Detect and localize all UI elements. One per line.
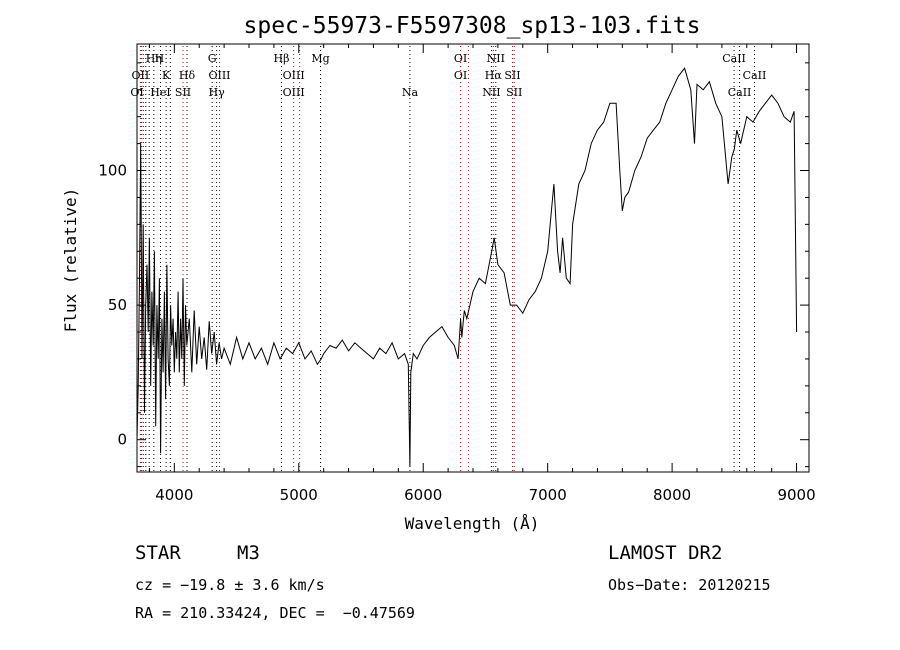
line-label-21: OIII: [283, 86, 305, 99]
line-label-24: SII: [506, 86, 522, 99]
plot-frame: [136, 43, 810, 473]
object-class: STAR: [135, 542, 181, 564]
survey-name: LAMOST DR2: [608, 542, 723, 564]
chart-title: spec-55973-F5597308_sp13-103.fits: [244, 13, 701, 39]
line-label-14: Hα: [485, 69, 503, 82]
x-tick-label: 8000: [653, 486, 691, 504]
line-label-17: OI: [130, 86, 143, 99]
redshift-cz: cz = −19.8 ± 3.6 km/s: [135, 576, 325, 594]
line-label-0: Hη: [146, 52, 162, 65]
line-label-1: H: [155, 52, 165, 65]
line-label-19: SII: [175, 86, 191, 99]
x-axis-label: Wavelength (Å): [405, 514, 540, 533]
axis-ticks: 4000 5000 6000 7000 8000 9000 0 50 100: [98, 44, 816, 504]
observation-date: Obs−Date: 20120215: [608, 576, 771, 594]
spectrum-series-line: [136, 67, 798, 467]
line-label-5: OI: [454, 52, 467, 65]
x-tick-label: 4000: [155, 486, 193, 504]
y-tick-label: 0: [117, 431, 127, 449]
line-label-16: CaII: [743, 69, 767, 82]
line-label-20: Hγ: [209, 86, 226, 99]
line-label-6: NII: [487, 52, 505, 65]
y-axis-label: Flux (relative): [61, 188, 80, 333]
plot-border: [136, 43, 810, 473]
line-label-10: Hδ: [179, 69, 196, 82]
line-label-9: K: [162, 69, 171, 82]
line-label-18: HeI: [150, 86, 170, 99]
line-label-22: Na: [402, 86, 419, 99]
line-label-8: OII: [132, 69, 150, 82]
line-label-7: CaII: [722, 52, 746, 65]
x-tick-label: 5000: [280, 486, 318, 504]
x-tick-label: 7000: [529, 486, 567, 504]
spectral-line-markers: [139, 46, 755, 472]
x-tick-label: 9000: [777, 486, 815, 504]
y-tick-label: 50: [108, 296, 127, 314]
y-tick-label: 100: [98, 162, 127, 180]
line-label-12: OIII: [283, 69, 305, 82]
line-label-4: Mg: [311, 52, 329, 65]
line-label-2: G: [208, 52, 217, 65]
line-label-15: SII: [504, 69, 520, 82]
line-label-23: NII: [482, 86, 500, 99]
coordinates: RA = 210.33424, DEC = −0.47569: [135, 604, 415, 622]
x-tick-label: 6000: [404, 486, 442, 504]
line-label-25: CaII: [728, 86, 752, 99]
line-label-11: OIII: [208, 69, 230, 82]
object-subclass: M3: [237, 542, 260, 564]
line-label-13: OI: [454, 69, 467, 82]
line-label-3: Hβ: [274, 52, 290, 65]
